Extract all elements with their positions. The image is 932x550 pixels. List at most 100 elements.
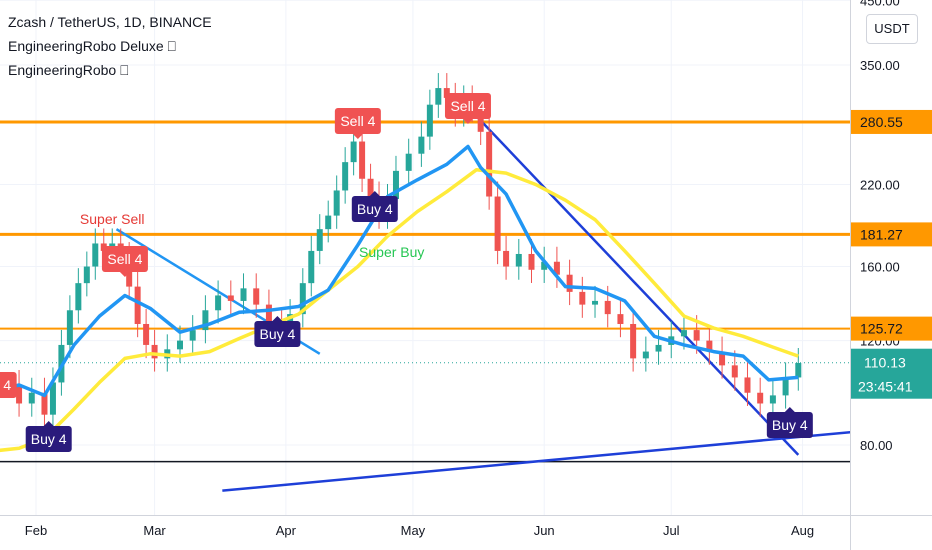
candle-body (769, 395, 776, 404)
last-price-bg (851, 348, 932, 399)
x-tick-label: Jul (663, 523, 680, 538)
buy-signal: Buy 4 (766, 407, 813, 438)
candle-body (731, 365, 738, 378)
candle-body (215, 295, 222, 311)
sell-signal: Sell 4 (444, 93, 491, 124)
candle-body (630, 323, 637, 359)
candle-body (240, 288, 247, 301)
signal-bg (0, 372, 17, 398)
moving-averages (0, 144, 799, 453)
candle-body (541, 261, 548, 270)
last-price-countdown: 23:45:41 (858, 379, 913, 395)
candle-body (617, 314, 624, 324)
signal-bg (444, 93, 491, 119)
x-tick-label: Aug (791, 523, 814, 538)
buy-signal: Buy 4 (254, 316, 301, 347)
candle-body (655, 344, 662, 352)
candle-body (189, 330, 196, 341)
candle-body (553, 261, 560, 275)
signal-label: Sell 4 (450, 98, 485, 114)
x-tick-label: May (401, 523, 426, 538)
candle-body (143, 323, 150, 345)
ma-fast-line (0, 144, 799, 398)
candle-body (151, 344, 158, 359)
candle-body (443, 88, 450, 98)
candle-body (566, 274, 573, 292)
candle-body (253, 288, 260, 305)
price-levels (0, 120, 850, 463)
y-tick-label: 80.00 (860, 438, 893, 453)
signal-bg (334, 108, 381, 134)
candle-body (418, 136, 425, 154)
candle-body (202, 310, 209, 331)
signal-bg (351, 196, 398, 222)
signal-pointer (784, 407, 795, 412)
candle-body (503, 250, 510, 267)
x-tick-label: Mar (143, 523, 166, 538)
signals: Sell 4 Buy 4 Sell 4 Buy 4 Sell 4 Buy 4 Sell 4 B… (0, 93, 813, 452)
candle-body (592, 300, 599, 305)
candle-body (426, 104, 433, 137)
buy-signal: Buy 4 (25, 421, 72, 452)
x-tick-label: Apr (276, 523, 297, 538)
candle-body (494, 196, 501, 251)
signal-label: Buy 4 (31, 431, 67, 447)
price-level-label-bg (851, 222, 932, 247)
candle-body (795, 363, 802, 378)
candle-body (342, 162, 349, 191)
candle-body (579, 291, 586, 305)
annotation-super-sell: Super Sell (80, 211, 145, 227)
signal-bg (254, 321, 301, 347)
price-level-label: 280.55 (851, 109, 932, 134)
candle-body (325, 215, 332, 230)
candle-body (515, 253, 522, 267)
candle-body (176, 340, 183, 350)
candle-body (392, 170, 399, 199)
candle-body (227, 295, 234, 301)
signal-pointer (119, 272, 130, 277)
price-level-label: 125.72 (851, 316, 932, 341)
symbol-title[interactable]: Zcash / TetherUS, 1D, BINANCE (8, 14, 212, 30)
price-level-value: 181.27 (860, 226, 903, 242)
indicator-label[interactable]: EngineeringRobo ⎕ (8, 62, 129, 78)
candle-body (405, 153, 412, 171)
signal-bg (25, 426, 72, 452)
signal-bg (766, 412, 813, 438)
candle-body (308, 250, 315, 284)
candle-body (486, 131, 493, 197)
signal-bg (101, 246, 148, 272)
currency-button[interactable]: USDT (866, 14, 918, 44)
candle-body (359, 141, 366, 179)
buy-signal: Buy 4 (351, 191, 398, 222)
price-level-label: 181.27 (851, 222, 932, 247)
price-level-value: 125.72 (860, 321, 903, 337)
signal-pointer (369, 191, 380, 196)
sell-signal: Sell 4 (101, 246, 148, 277)
candle-body (92, 243, 99, 267)
trendline-descending (471, 110, 800, 456)
last-price-value: 110.13 (864, 355, 906, 371)
price-level-value: 280.55 (860, 114, 903, 130)
candle-body (134, 286, 141, 324)
x-tick-label: Feb (25, 523, 47, 538)
chart-legend: Zcash / TetherUS, 1D, BINANCE Engineerin… (8, 10, 212, 82)
sell-signal: Sell 4 (334, 108, 381, 139)
candle-body (16, 384, 23, 404)
y-tick-label: 450.00 (860, 0, 900, 8)
candle-body (477, 109, 484, 132)
signal-pointer (272, 316, 283, 321)
candle-body (757, 392, 764, 404)
candle-body (265, 304, 272, 324)
candle-body (642, 351, 649, 359)
ma-slow-line (0, 168, 799, 453)
y-tick-label: 220.00 (860, 178, 900, 193)
candle-body (435, 88, 442, 105)
candle-body (367, 178, 374, 197)
indicator-deluxe-label[interactable]: EngineeringRobo Deluxe ⎕ (8, 38, 176, 54)
candle-body (333, 190, 340, 216)
candle-body (66, 310, 73, 345)
candle-body (693, 330, 700, 341)
candle-body (49, 382, 56, 415)
candle-body (350, 141, 357, 163)
